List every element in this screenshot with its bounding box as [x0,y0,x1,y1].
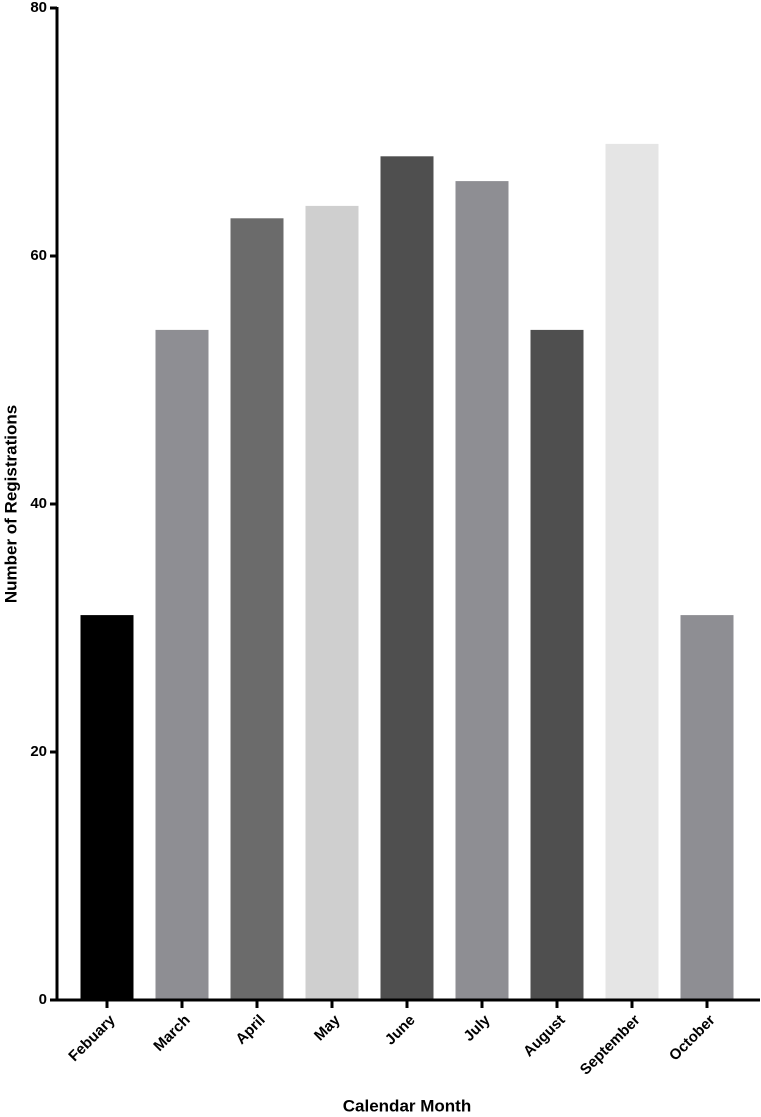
x-tick-label: June [382,1012,419,1049]
bar [380,156,434,1001]
y-axis-title: Number of Registrations [1,405,20,603]
x-tick-label: September [577,1012,644,1079]
bar [605,143,659,1001]
x-axis-title: Calendar Month [343,1096,471,1115]
y-tick-label: 0 [39,991,47,1008]
bar [80,615,134,1001]
x-tick-label: April [232,1012,268,1048]
y-tick-label: 80 [30,0,47,16]
bar [680,615,734,1001]
y-tick-label: 20 [30,743,47,760]
x-tick-label: March [150,1012,193,1055]
x-tick-label: October [666,1012,719,1065]
y-tick-label: 60 [30,247,47,264]
bar [230,218,284,1001]
y-tick-label: 40 [30,495,47,512]
bar [155,329,209,1001]
bar [305,205,359,1001]
bar [455,181,509,1001]
x-tick-label: Febuary [65,1011,119,1065]
x-tick-label: May [311,1011,344,1044]
x-tick-label: July [460,1011,494,1045]
x-tick-label: August [520,1012,569,1061]
bar [530,329,584,1001]
